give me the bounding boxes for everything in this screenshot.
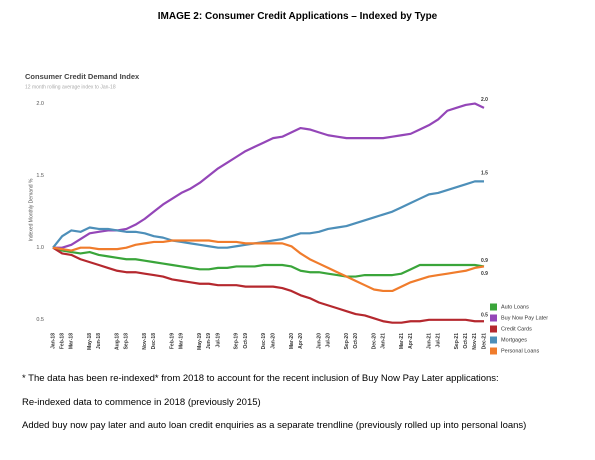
x-tick-label: Jun-21 xyxy=(426,333,432,349)
legend-label: Buy Now Pay Later xyxy=(501,315,548,321)
note: Re-indexed data to commence in 2018 (pre… xyxy=(22,397,261,408)
legend-label: Personal Loans xyxy=(501,348,539,354)
series-line xyxy=(52,246,484,324)
legend-label: Credit Cards xyxy=(501,326,532,332)
legend-swatch xyxy=(490,336,497,344)
legend-swatch xyxy=(490,347,497,355)
x-tick-label: Dec-21 xyxy=(481,333,487,350)
series-line xyxy=(52,239,485,293)
x-tick-label: May-18 xyxy=(87,333,93,350)
x-tick-label: Jun-18 xyxy=(96,333,102,349)
x-tick-label: Sep-21 xyxy=(454,333,460,350)
x-tick-label: Jun-20 xyxy=(316,333,322,349)
end-value-label: 0.9 xyxy=(481,271,488,277)
y-tick-label: 2.0 xyxy=(36,101,44,107)
x-tick-label: Mar-21 xyxy=(399,333,405,349)
x-tick-label: Jun-19 xyxy=(206,333,212,349)
x-tick-label: Jul-19 xyxy=(215,333,221,348)
end-value-label: 0.9 xyxy=(481,258,488,264)
legend-label: Auto Loans xyxy=(501,304,529,310)
x-tick-label: Mar-20 xyxy=(289,333,295,349)
end-value-label: 1.5 xyxy=(481,171,488,177)
chart-subtitle: 12 month rolling average index to Jan-18 xyxy=(25,84,116,90)
chart-title: Consumer Credit Demand Index xyxy=(25,72,140,81)
doc-title: IMAGE 2: Consumer Credit Applications – … xyxy=(157,11,438,22)
x-tick-label: Jan-20 xyxy=(270,333,276,349)
y-tick-label: 1.0 xyxy=(36,245,44,251)
x-tick-label: Nov-18 xyxy=(142,333,148,350)
x-tick-label: Sep-19 xyxy=(234,333,240,350)
x-tick-label: Dec-18 xyxy=(151,333,157,350)
x-tick-label: Aug-18 xyxy=(115,333,121,350)
legend-swatch xyxy=(490,314,497,322)
x-tick-label: Oct-20 xyxy=(353,333,359,349)
series-line xyxy=(52,246,485,278)
x-tick-label: Feb-18 xyxy=(59,333,65,349)
series-line xyxy=(53,102,485,249)
end-value-label: 0.5 xyxy=(481,313,488,319)
chart: Consumer Credit Demand Index 12 month ro… xyxy=(25,72,548,355)
x-tick-label: Nov-21 xyxy=(472,333,478,350)
x-tick-label: Mar-18 xyxy=(69,333,75,349)
x-tick-label: Sep-20 xyxy=(344,333,350,350)
x-tick-label: Jan-18 xyxy=(50,333,56,349)
x-tick-label: Jul-20 xyxy=(325,333,331,348)
note: * The data has been re-indexed* from 201… xyxy=(22,373,499,384)
x-tick-label: Oct-21 xyxy=(463,333,469,349)
x-tick-label: Dec-20 xyxy=(371,333,377,350)
x-tick-label: Oct-19 xyxy=(243,333,249,349)
x-tick-label: Feb-19 xyxy=(170,333,176,349)
x-tick-label: Jul-21 xyxy=(435,333,441,348)
y-tick-label: 1.5 xyxy=(36,173,44,179)
note: Added buy now pay later and auto loan cr… xyxy=(22,420,527,431)
end-value-label: 2.0 xyxy=(481,97,488,103)
legend-label: Mortgages xyxy=(501,337,527,343)
legend-swatch xyxy=(490,303,497,311)
x-tick-label: Dec-19 xyxy=(261,333,267,350)
x-tick-label: Jan-21 xyxy=(380,333,386,349)
y-tick-label: 0.5 xyxy=(36,317,44,323)
x-tick-label: Apr-20 xyxy=(298,333,304,349)
x-tick-label: Sep-18 xyxy=(124,333,130,350)
series-line xyxy=(52,180,484,249)
legend-swatch xyxy=(490,325,497,333)
x-tick-label: Mar-19 xyxy=(179,333,185,349)
x-tick-label: May-19 xyxy=(197,333,203,350)
y-axis-label: Indexed Monthly Demand % xyxy=(28,178,34,241)
x-tick-label: Apr-21 xyxy=(408,333,414,349)
